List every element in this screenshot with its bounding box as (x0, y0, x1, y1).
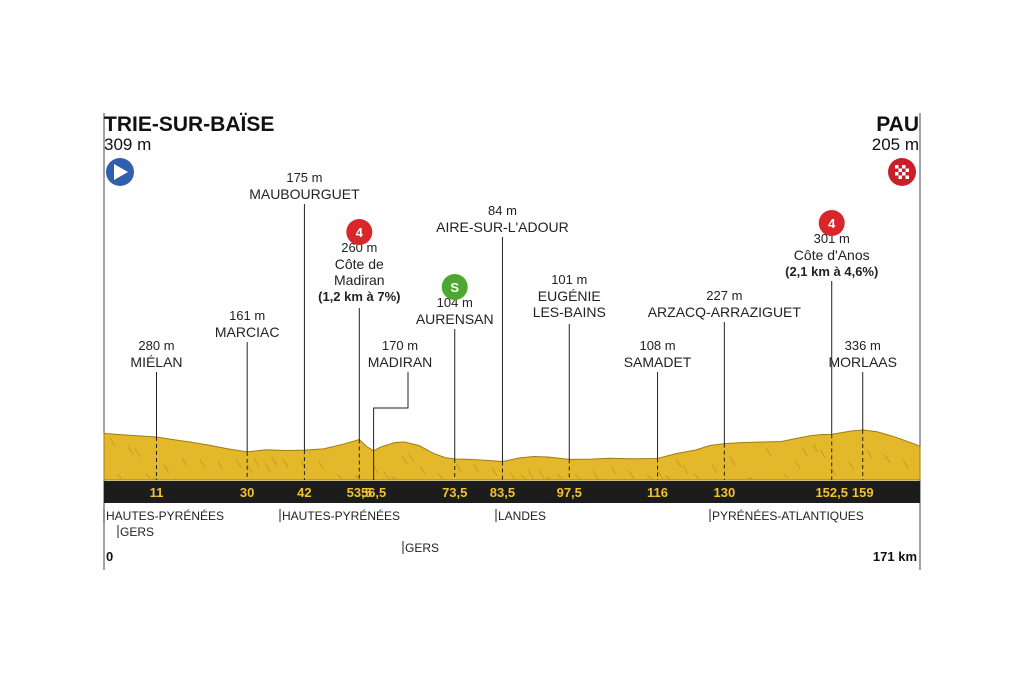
svg-text:S: S (450, 280, 459, 295)
category-4-climb-icon: 4 (818, 210, 845, 236)
finish-checkered-flag-icon (888, 158, 916, 186)
svg-text:GERS: GERS (405, 541, 439, 555)
waypoint-altitude: 108 m (639, 338, 675, 353)
km-marker-label: 130 (713, 485, 735, 500)
sprint-badge-icon: S (441, 274, 468, 300)
department-label: LANDES (495, 509, 546, 523)
waypoint-altitude: 84 m (488, 203, 517, 218)
km-marker-label: 159 (852, 485, 874, 500)
km-marker-label: 53,5 (347, 485, 372, 500)
waypoint-name-line2: Madiran (334, 272, 385, 288)
km-marker-label: 11 (150, 485, 164, 500)
km-marker-label: 83,5 (490, 485, 515, 500)
waypoint-name: ARZACQ-ARRAZIGUET (648, 304, 802, 320)
km-scale-bar (104, 481, 920, 503)
waypoint-altitude: 301 m (814, 231, 850, 246)
waypoint-name: MIÉLAN (130, 354, 182, 370)
department-label: HAUTES-PYRÉNÉES (279, 508, 400, 523)
climb-stats: (1,2 km à 7%) (318, 289, 400, 304)
waypoint-altitude: 161 m (229, 308, 265, 323)
km-marker-label: 42 (297, 485, 311, 500)
svg-text:PYRÉNÉES-ATLANTIQUES: PYRÉNÉES-ATLANTIQUES (712, 508, 864, 523)
waypoint-name: AIRE-SUR-L'ADOUR (436, 219, 569, 235)
km-marker-label: 116 (647, 485, 668, 500)
department-borders: HAUTES-PYRÉNÉES GERS HAUTES-PYRÉNÉES GERS LA… (103, 508, 864, 555)
category-4-climb-icon: 4 (346, 219, 373, 245)
start-play-icon (106, 158, 134, 186)
svg-text:HAUTES-PYRÉNÉES: HAUTES-PYRÉNÉES (106, 508, 224, 523)
elevation-area (103, 429, 921, 481)
svg-text:4: 4 (828, 216, 836, 231)
waypoint-leader-line (373, 372, 409, 480)
waypoint-altitude: 175 m (286, 170, 322, 185)
waypoint-altitude: 227 m (706, 288, 742, 303)
waypoint-name: MADIRAN (368, 354, 433, 370)
km-markers: 11 30 42 53,556,5 73,5 83,5 97,5 116 130 152,5 159 (150, 485, 874, 500)
waypoint-name: SAMADET (624, 354, 692, 370)
km-marker-label: 56,5 (361, 485, 386, 500)
km-marker-label: 152,5 (815, 485, 848, 500)
waypoint-name: Côte d'Anos (794, 247, 870, 263)
finish-altitude: 205 m (872, 135, 919, 154)
climb-stats: (2,1 km à 4,6%) (785, 264, 878, 279)
svg-text:GERS: GERS (120, 525, 154, 539)
svg-text:HAUTES-PYRÉNÉES: HAUTES-PYRÉNÉES (282, 508, 400, 523)
waypoint-name: Côte de (335, 256, 384, 272)
waypoint-name-line2: LES-BAINS (533, 304, 606, 320)
finish-town-name: PAU (876, 113, 919, 136)
km-marker-label: 30 (240, 485, 254, 500)
start-altitude: 309 m (104, 135, 151, 154)
department-label: GERS (117, 525, 154, 539)
waypoint-altitude: 260 m (341, 240, 377, 255)
distance-end: 171 km (873, 549, 917, 564)
waypoint-name: EUGÉNIE (538, 288, 601, 304)
waypoint-altitude: 170 m (382, 338, 418, 353)
waypoint-altitude: 280 m (138, 338, 174, 353)
department-label: PYRÉNÉES-ATLANTIQUES (709, 508, 864, 523)
waypoint-name: AURENSAN (416, 311, 494, 327)
svg-text:4: 4 (356, 225, 364, 240)
waypoint-name: MARCIAC (215, 324, 280, 340)
start-town-name: TRIE-SUR-BAÏSE (104, 113, 274, 136)
department-label: GERS (402, 541, 439, 555)
elevation-profile (103, 429, 921, 481)
waypoint-altitude: 101 m (551, 272, 587, 287)
waypoint-name: MAUBOURGUET (249, 186, 360, 202)
waypoint-altitude: 104 m (437, 295, 473, 310)
km-marker-label: 73,5 (442, 485, 467, 500)
distance-start: 0 (106, 549, 113, 564)
waypoint-altitude: 336 m (845, 338, 881, 353)
department-label: HAUTES-PYRÉNÉES (103, 508, 224, 523)
km-marker-label: 97,5 (557, 485, 582, 500)
svg-text:LANDES: LANDES (498, 509, 546, 523)
waypoint-name: MORLAAS (829, 354, 897, 370)
